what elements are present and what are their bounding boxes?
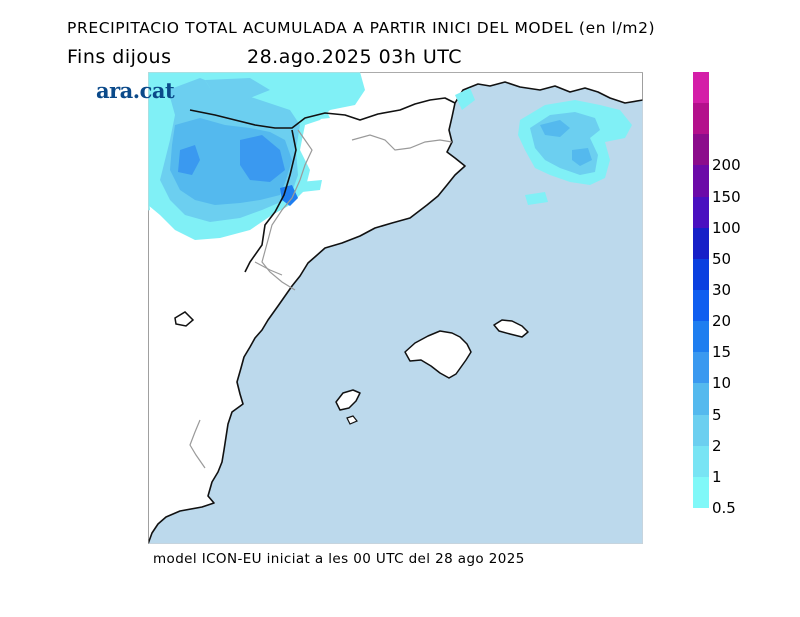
legend-label: 20 — [712, 312, 732, 331]
legend-label: 1 — [712, 467, 722, 486]
legend-swatch — [693, 445, 709, 478]
legend-label: 200 — [712, 156, 741, 175]
legend-swatch — [693, 352, 709, 384]
legend-swatch — [693, 476, 709, 509]
rain-area — [205, 78, 270, 100]
rain-area — [240, 135, 285, 182]
legend-swatch — [693, 196, 709, 229]
legend-label: 30 — [712, 281, 732, 299]
country-border — [174, 311, 195, 327]
legend-label: 0.5 — [712, 499, 736, 517]
region-border — [189, 419, 206, 469]
legend-swatch — [693, 290, 709, 322]
legend-swatch — [693, 414, 709, 447]
legend-label: 5 — [712, 405, 722, 424]
legend-swatch — [693, 258, 709, 291]
island-mallorca — [404, 330, 472, 379]
rain-area — [572, 148, 592, 166]
legend-swatch — [693, 165, 709, 198]
island-formentera — [346, 415, 358, 425]
map-title: PRECIPITACIO TOTAL ACUMULADA A PARTIR IN… — [67, 19, 656, 37]
legend-label: 10 — [712, 374, 732, 393]
model-info: model ICON-EU iniciat a les 00 UTC del 2… — [153, 551, 525, 567]
legend-label: 150 — [712, 187, 741, 206]
legend-swatch — [693, 227, 709, 260]
country-border — [189, 97, 456, 129]
legend-swatch — [693, 72, 709, 104]
legend-swatch — [693, 383, 709, 416]
precipitation-map — [148, 72, 643, 544]
legend-swatch — [693, 103, 709, 135]
legend-label: 100 — [712, 218, 741, 237]
legend-label: 2 — [712, 436, 722, 455]
legend-label: 15 — [712, 343, 732, 362]
map-subtitle: Fins dijous 28.ago.2025 03h UTC — [67, 46, 462, 68]
legend-swatch — [693, 321, 709, 353]
rain-area — [525, 192, 548, 205]
brand-logo: ara.cat — [96, 78, 175, 103]
rain-area — [178, 145, 200, 175]
valid-time: 28.ago.2025 03h UTC — [247, 46, 463, 68]
legend-swatch — [693, 134, 709, 166]
region-border — [261, 129, 313, 291]
rain-area — [300, 180, 322, 192]
rain-area — [455, 88, 475, 110]
region-border — [351, 134, 453, 151]
rain-area — [540, 120, 570, 137]
legend-label: 50 — [712, 249, 732, 268]
country-border — [244, 129, 297, 273]
island-menorca — [493, 319, 529, 338]
period-label: Fins dijous — [67, 46, 172, 68]
island-eivissa — [335, 389, 361, 411]
region-border — [254, 261, 283, 276]
rain-area — [280, 185, 298, 206]
